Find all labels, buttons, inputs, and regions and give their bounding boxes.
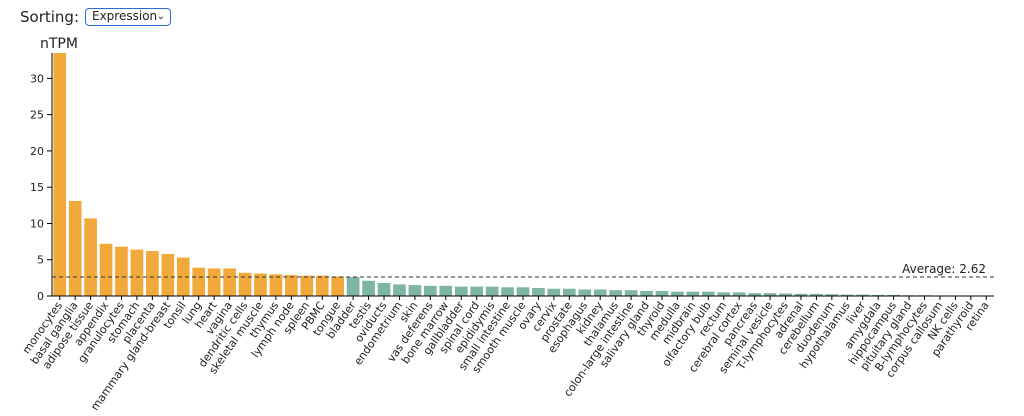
bar-heart[interactable] — [207, 268, 221, 296]
bar-prostate[interactable] — [562, 288, 576, 296]
bar-basal-ganglia[interactable] — [68, 200, 82, 296]
bar-rectum[interactable] — [717, 292, 731, 296]
bar-small-intestine[interactable] — [501, 287, 514, 296]
sorting-selected-value: Expression — [92, 9, 158, 23]
bar-spleen[interactable] — [300, 275, 314, 296]
bar-monocytes[interactable] — [53, 53, 67, 296]
bar-cerebellum[interactable] — [810, 293, 823, 296]
bar-amygdala[interactable] — [871, 294, 885, 296]
bar-placenta[interactable] — [146, 251, 159, 296]
bar-liver[interactable] — [856, 294, 870, 296]
bar-skin[interactable] — [408, 285, 422, 296]
bar-stomach[interactable] — [130, 249, 144, 296]
chevron-down-icon: ⌄ — [156, 11, 165, 22]
bar-adipose-tissue[interactable] — [84, 218, 97, 296]
bar-thymus[interactable] — [269, 274, 283, 296]
bar-bladder[interactable] — [346, 277, 360, 296]
bar-hippocampus[interactable] — [887, 294, 900, 296]
y-axis-label: nTPM — [40, 36, 78, 52]
y-tick-label: 0 — [37, 290, 44, 303]
bar-gallbladder[interactable] — [454, 286, 468, 296]
bar-esophagus[interactable] — [578, 289, 592, 296]
bar-colon-large-intestine[interactable] — [624, 290, 638, 296]
bar-smooth-muscle[interactable] — [516, 287, 530, 296]
bar-lung[interactable] — [192, 267, 206, 296]
bar-bone-marrow[interactable] — [439, 285, 453, 296]
y-tick-label: 30 — [30, 72, 44, 85]
bar-ovary[interactable] — [532, 288, 545, 296]
bar-cerebral-cortex[interactable] — [732, 292, 746, 296]
bar-granulocytes[interactable] — [115, 246, 128, 296]
bar-mammary-gland-breast[interactable] — [161, 253, 175, 296]
bar-tonsil[interactable] — [176, 257, 190, 296]
bar-lymph-node[interactable] — [285, 274, 298, 296]
bar-olfactory-bulb[interactable] — [701, 291, 715, 296]
bar-adrenal[interactable] — [794, 293, 808, 296]
bar-t-lymphocytes[interactable] — [779, 293, 792, 296]
average-label: Average: 2.62 — [902, 262, 986, 276]
sorting-control: Sorting: Expression ⌄ — [20, 6, 171, 28]
bar-midbrain[interactable] — [686, 291, 700, 296]
bar-skeletal-muscle[interactable] — [254, 273, 267, 296]
bar-epididymis[interactable] — [485, 286, 499, 296]
sorting-label: Sorting: — [20, 8, 79, 26]
bar-pancreas[interactable] — [748, 293, 761, 296]
y-tick-label: 15 — [30, 181, 44, 194]
bar-duodenum[interactable] — [825, 294, 839, 296]
bar-pbmc[interactable] — [315, 275, 329, 296]
bar-tongue[interactable] — [331, 276, 345, 296]
bar-kidney[interactable] — [593, 289, 607, 296]
y-tick-label: 5 — [37, 254, 44, 267]
bar-vas-deferens[interactable] — [424, 285, 437, 296]
bar-spinal-cord[interactable] — [470, 286, 484, 296]
bar-vagina[interactable] — [223, 268, 236, 296]
bar-appendix[interactable] — [99, 243, 113, 296]
bar-dendritic-cells[interactable] — [238, 272, 252, 296]
bar-cervix[interactable] — [547, 288, 561, 296]
y-tick-label: 20 — [30, 145, 44, 158]
bar-seminal-vesicle[interactable] — [763, 293, 777, 296]
bar-thyroid[interactable] — [655, 290, 669, 296]
y-tick-label: 10 — [30, 217, 44, 230]
sorting-dropdown[interactable]: Expression ⌄ — [85, 8, 171, 26]
bar-oviducts[interactable] — [377, 282, 391, 296]
y-tick-label: 25 — [30, 109, 44, 122]
bar-salivary-gland[interactable] — [640, 290, 653, 296]
bar-hypothalamus[interactable] — [840, 294, 854, 296]
bar-endometrium[interactable] — [393, 284, 406, 296]
bar-medulla[interactable] — [671, 291, 684, 296]
bar-thalamus[interactable] — [609, 290, 622, 296]
bar-testis[interactable] — [362, 280, 375, 296]
